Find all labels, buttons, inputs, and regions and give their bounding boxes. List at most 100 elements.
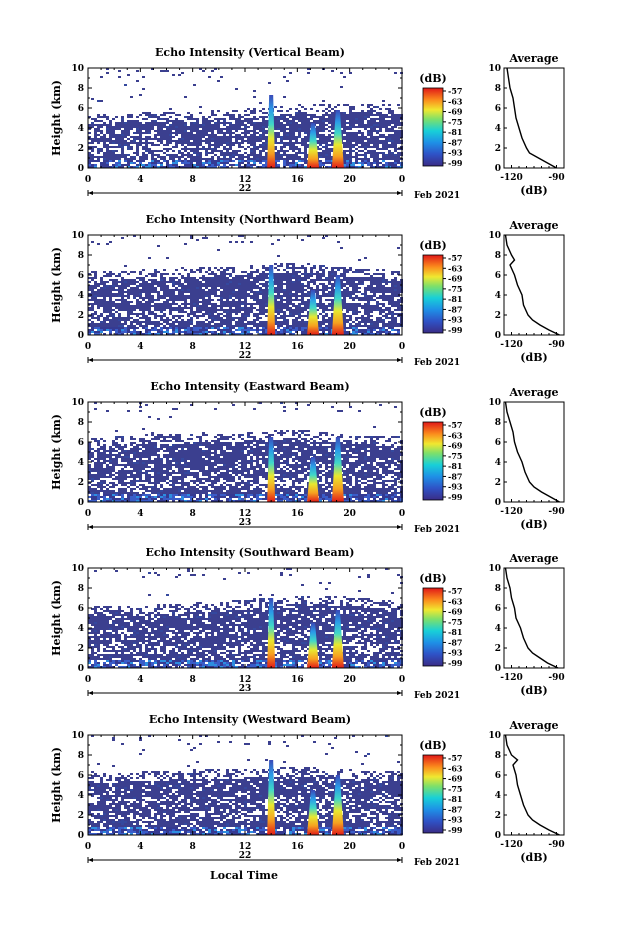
avg-y-tick-label: 2 bbox=[495, 478, 501, 488]
spike-mark bbox=[331, 775, 344, 835]
y-tick-label: 0 bbox=[78, 331, 84, 341]
avg-y-tick-label: 8 bbox=[495, 251, 501, 261]
x-tick-label: 20 bbox=[343, 675, 356, 685]
avg-y-tick-label: 6 bbox=[495, 271, 501, 281]
average-x-label: (dB) bbox=[520, 518, 547, 531]
spike-mark bbox=[331, 437, 344, 502]
x-tick-label: 16 bbox=[291, 675, 304, 685]
colorbar-tick-label: -99 bbox=[448, 158, 463, 168]
average-x-label: (dB) bbox=[520, 351, 547, 364]
y-tick-label: 10 bbox=[71, 731, 84, 741]
day-bracket-arrow bbox=[397, 858, 402, 862]
y-tick-label: 6 bbox=[78, 604, 84, 614]
spike-mark bbox=[307, 623, 320, 668]
panel-title: Echo Intensity (Northward Beam) bbox=[146, 213, 355, 226]
date-label: Feb 2021 bbox=[414, 525, 460, 535]
average-frame bbox=[503, 67, 565, 169]
x-tick-label: 0 bbox=[85, 175, 91, 185]
avg-y-tick-label: 0 bbox=[495, 331, 501, 341]
y-tick-label: 2 bbox=[78, 311, 84, 321]
x-tick-label: 0 bbox=[399, 342, 405, 352]
day-bracket-arrow bbox=[397, 691, 402, 695]
spike-mark bbox=[331, 275, 344, 335]
colorbar-tick-label: -93 bbox=[448, 482, 463, 492]
day-bracket-arrow bbox=[88, 858, 93, 862]
colorbar bbox=[422, 587, 444, 667]
colorbar bbox=[422, 87, 444, 167]
colorbar-tick-label: -63 bbox=[448, 430, 463, 440]
panel-title: Echo Intensity (Eastward Beam) bbox=[150, 380, 349, 393]
avg-y-tick-label: 8 bbox=[495, 584, 501, 594]
x-tick-label: 4 bbox=[137, 342, 143, 352]
y-tick-label: 6 bbox=[78, 104, 84, 114]
day-label: 23 bbox=[239, 684, 252, 694]
x-tick-label: 20 bbox=[343, 175, 356, 185]
panel-3: Echo Intensity (Southward Beam) 0 2 4 6 8 10 He… bbox=[50, 546, 565, 701]
echo-field bbox=[88, 568, 403, 668]
avg-y-tick-label: 0 bbox=[495, 498, 501, 508]
x-tick-label: 0 bbox=[399, 842, 405, 852]
average-profile-line bbox=[506, 67, 557, 169]
x-tick-label: 8 bbox=[190, 842, 196, 852]
y-tick-label: 6 bbox=[78, 271, 84, 281]
average-title: Average bbox=[508, 386, 558, 399]
avg-y-tick-label: 10 bbox=[488, 731, 501, 741]
colorbar-tick-label: -75 bbox=[448, 117, 462, 127]
y-tick-label: 2 bbox=[78, 144, 84, 154]
y-axis-label: Height (km) bbox=[50, 580, 63, 656]
avg-x-tick-label: -90 bbox=[548, 673, 564, 683]
colorbar-tick-label: -87 bbox=[448, 804, 462, 814]
avg-y-tick-label: 6 bbox=[495, 104, 501, 114]
spike-mark bbox=[267, 95, 276, 168]
avg-y-tick-label: 10 bbox=[488, 64, 501, 74]
x-tick-label: 16 bbox=[291, 175, 304, 185]
avg-x-tick-label: -90 bbox=[548, 173, 564, 183]
colorbar-tick-label: -69 bbox=[448, 274, 463, 284]
x-tick-label: 12 bbox=[239, 175, 252, 185]
y-axis-label: Height (km) bbox=[50, 747, 63, 823]
colorbar-tick-label: -99 bbox=[448, 825, 463, 835]
date-label: Feb 2021 bbox=[414, 691, 460, 701]
y-tick-label: 8 bbox=[78, 251, 84, 261]
colorbar-tick-label: -93 bbox=[448, 815, 463, 825]
average-frame bbox=[503, 567, 565, 669]
colorbar-tick-label: -63 bbox=[448, 763, 463, 773]
y-axis-label: Height (km) bbox=[50, 414, 63, 490]
colorbar-tick-label: -75 bbox=[448, 451, 462, 461]
y-tick-label: 0 bbox=[78, 664, 84, 674]
x-tick-label: 4 bbox=[137, 175, 143, 185]
panel-title: Echo Intensity (Vertical Beam) bbox=[155, 46, 345, 59]
y-tick-label: 2 bbox=[78, 811, 84, 821]
x-tick-label: 0 bbox=[399, 509, 405, 519]
colorbar-tick-label: -99 bbox=[448, 492, 463, 502]
avg-y-tick-label: 0 bbox=[495, 831, 501, 841]
x-tick-label: 0 bbox=[85, 509, 91, 519]
spike-mark bbox=[267, 760, 276, 835]
average-x-label: (dB) bbox=[520, 184, 547, 197]
colorbar-tick-label: -63 bbox=[448, 96, 463, 106]
day-bracket-arrow bbox=[88, 691, 93, 695]
date-label: Feb 2021 bbox=[414, 191, 460, 201]
x-tick-label: 4 bbox=[137, 842, 143, 852]
avg-x-tick-label: -120 bbox=[500, 173, 523, 183]
panel-1: Echo Intensity (Northward Beam) 0 2 4 6 8 10 He… bbox=[50, 213, 565, 368]
avg-y-tick-label: 6 bbox=[495, 771, 501, 781]
x-tick-label: 0 bbox=[399, 675, 405, 685]
y-tick-label: 4 bbox=[78, 791, 84, 801]
y-tick-label: 6 bbox=[78, 771, 84, 781]
colorbar-unit: (dB) bbox=[419, 572, 446, 585]
y-tick-label: 2 bbox=[78, 478, 84, 488]
y-tick-label: 4 bbox=[78, 624, 84, 634]
spike-mark bbox=[331, 110, 344, 168]
average-title: Average bbox=[508, 552, 558, 565]
colorbar-tick-label: -87 bbox=[448, 137, 462, 147]
colorbar-tick-label: -69 bbox=[448, 774, 463, 784]
average-title: Average bbox=[508, 719, 558, 732]
average-x-label: (dB) bbox=[520, 851, 547, 864]
x-axis-label: Local Time bbox=[210, 869, 278, 882]
avg-y-tick-label: 4 bbox=[495, 291, 501, 301]
y-tick-label: 2 bbox=[78, 644, 84, 654]
x-tick-label: 12 bbox=[239, 509, 252, 519]
colorbar bbox=[422, 754, 444, 834]
day-bracket-arrow bbox=[397, 525, 402, 529]
